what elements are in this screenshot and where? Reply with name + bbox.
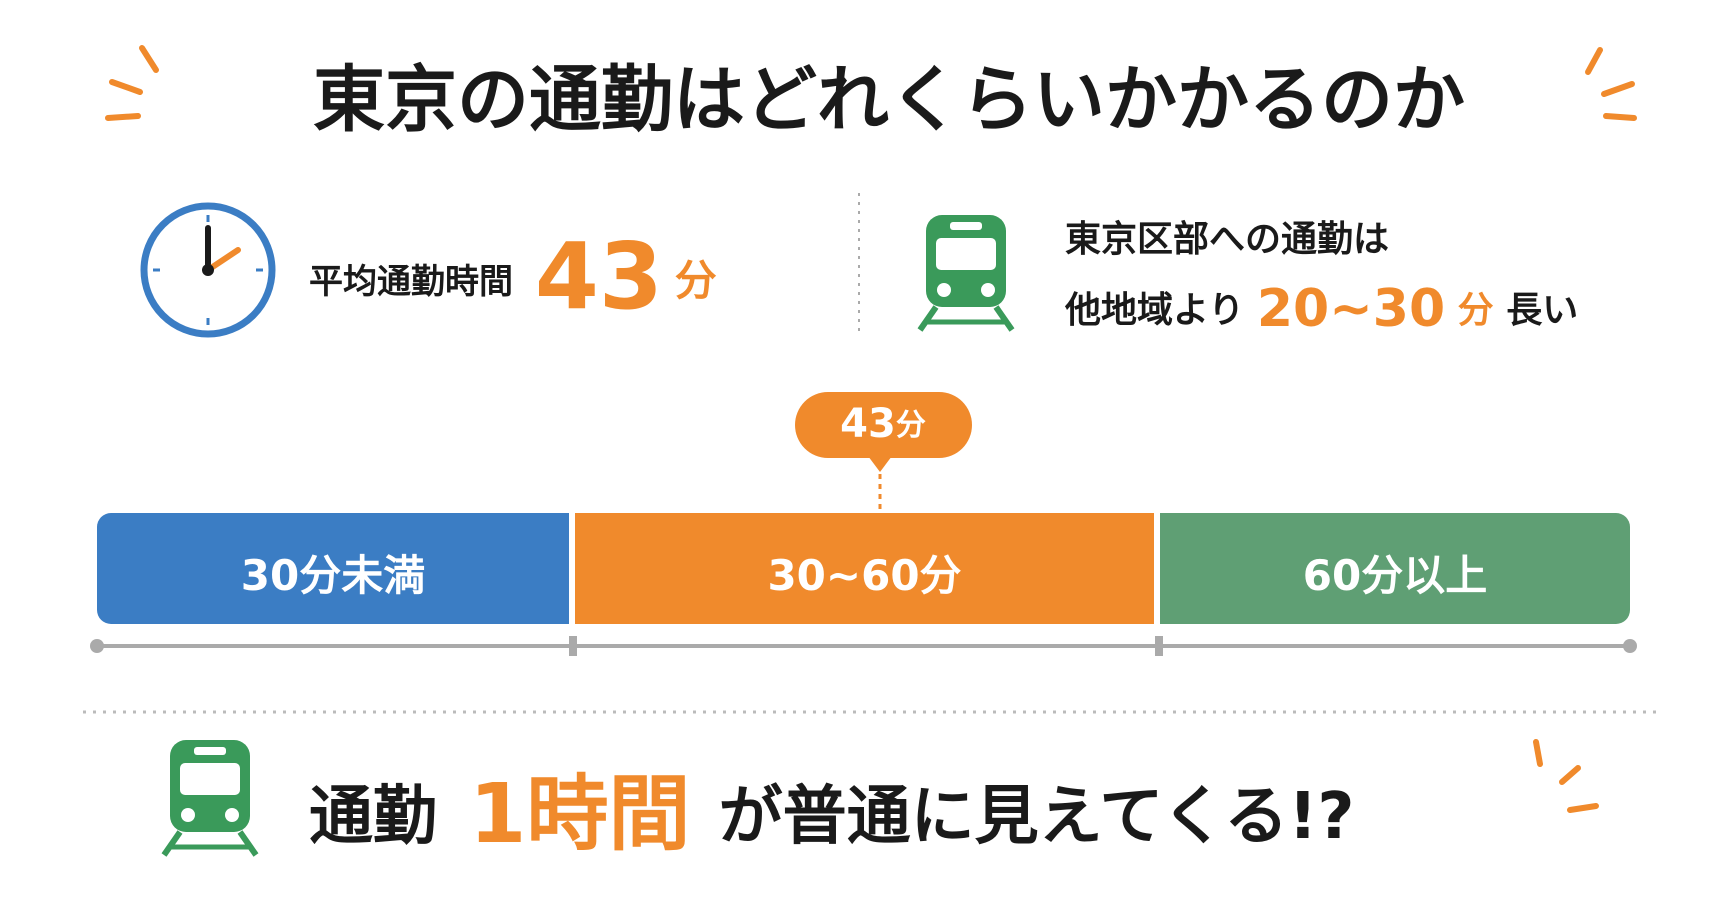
- average-unit: 分: [675, 256, 717, 305]
- average-stat: 平均通勤時間 43 分: [309, 223, 717, 330]
- comparison-line1: 東京区部への通勤は: [1065, 218, 1389, 260]
- train-icon: [917, 215, 1015, 332]
- average-label: 平均通勤時間: [309, 262, 513, 302]
- segment-fill: [549, 513, 569, 624]
- segment-label: 30~60分: [767, 551, 961, 600]
- segment: [575, 513, 1154, 624]
- comparison-prefix: 他地域より: [1064, 290, 1244, 331]
- footer-suffix: が普通に見えてくる!?: [719, 780, 1355, 854]
- footer-highlight: 1時間: [469, 767, 690, 862]
- title: 東京の通勤はどれくらいかかるのか: [313, 58, 1465, 142]
- marker-unit: 分: [896, 408, 926, 443]
- footer-prefix: 通勤: [309, 780, 437, 854]
- clock-icon: [140, 202, 276, 338]
- footer-text: 通勤 1時間 が普通に見えてくる!?: [309, 767, 1355, 862]
- spark-footer: [1533, 739, 1599, 813]
- spark-left: [105, 45, 159, 121]
- segment-fill: [1160, 513, 1180, 624]
- marker-label: 43分: [840, 401, 926, 447]
- average-value: 43: [535, 223, 663, 330]
- segment-label: 30分未満: [241, 551, 425, 600]
- spark-right: [1585, 47, 1637, 121]
- segment: [1160, 513, 1630, 624]
- train-icon-footer: [164, 740, 256, 855]
- comparison-line2: 他地域より 20~30 分 長い: [1064, 279, 1578, 339]
- comparison-suffix: 長い: [1506, 290, 1578, 331]
- axis: [90, 636, 1637, 656]
- comparison-value: 20~30: [1257, 279, 1445, 339]
- range-bar: 30分未満 30~60分 60分以上: [97, 513, 1630, 624]
- marker-value: 43: [840, 401, 896, 447]
- segment: [97, 513, 569, 624]
- segment-label: 60分以上: [1303, 551, 1487, 600]
- comparison-unit: 分: [1458, 290, 1494, 331]
